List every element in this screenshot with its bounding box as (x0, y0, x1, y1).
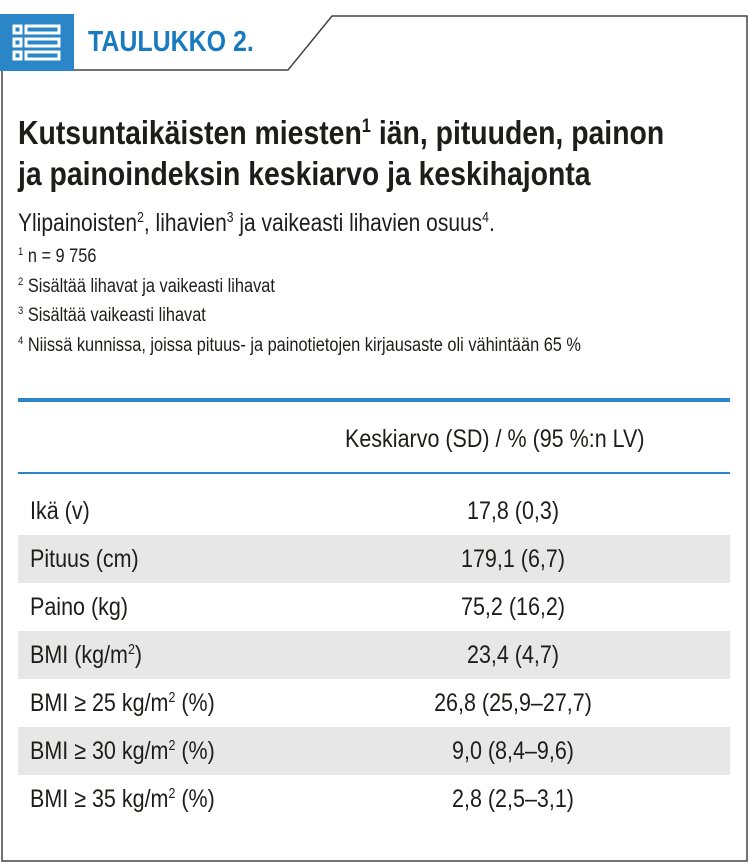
row-label: BMI ≥ 30 kg/m2 (%) (30, 737, 215, 765)
table-row: BMI ≥ 30 kg/m2 (%) 9,0 (8,4–9,6) (18, 727, 730, 775)
row-label: BMI (kg/m2) (30, 641, 143, 669)
row-label: BMI ≥ 35 kg/m2 (%) (30, 785, 215, 813)
table-row: Paino (kg) 75,2 (16,2) (18, 583, 730, 631)
footnote: 2 Sisältää lihavat ja vaikeasti lihavat (18, 275, 275, 297)
footnote: 1 n = 9 756 (18, 246, 97, 267)
row-value: 26,8 (25,9–27,7) (434, 689, 592, 717)
row-value: 2,8 (2,5–3,1) (452, 785, 574, 813)
table-row: BMI ≥ 35 kg/m2 (%) 2,8 (2,5–3,1) (18, 775, 730, 823)
row-label: Paino (kg) (30, 593, 128, 621)
table-row: BMI (kg/m2) 23,4 (4,7) (18, 631, 730, 679)
footnotes: 1 n = 9 756 2 Sisältää lihavat ja vaikea… (18, 242, 673, 360)
row-value: 9,0 (8,4–9,6) (452, 737, 574, 765)
table-subtitle: Ylipainoisten2, lihavien3 ja vaikeasti l… (18, 209, 495, 237)
table-row: Pituus (cm) 179,1 (6,7) (18, 535, 730, 583)
row-value: 75,2 (16,2) (461, 593, 565, 621)
header-rule (18, 472, 730, 474)
footnote: 3 Sisältää vaikeasti lihavat (18, 305, 206, 326)
table-row: BMI ≥ 25 kg/m2 (%) 26,8 (25,9–27,7) (18, 679, 730, 727)
table-tag: TAULUKKO 2. (88, 26, 254, 58)
column-header: Keskiarvo (SD) / % (95 %:n LV) (345, 425, 645, 453)
row-label: Ikä (v) (30, 497, 90, 525)
table-title: Kutsuntaikäisten miesten1 iän, pituuden,… (18, 112, 665, 194)
row-value: 17,8 (0,3) (466, 497, 560, 525)
row-value: 23,4 (4,7) (466, 641, 560, 669)
title-line-1: Kutsuntaikäisten miesten1 iän, pituuden,… (18, 114, 665, 151)
data-table: Ikä (v) 17,8 (0,3) Pituus (cm) 179,1 (6,… (18, 487, 730, 823)
title-line-2: ja painoindeksin keskiarvo ja keskihajon… (18, 155, 591, 192)
table-row: Ikä (v) 17,8 (0,3) (18, 487, 730, 535)
table-top-rule (18, 398, 730, 402)
table-list-icon (0, 14, 74, 71)
row-label: BMI ≥ 25 kg/m2 (%) (30, 689, 215, 717)
row-value: 179,1 (6,7) (461, 545, 565, 573)
footnote: 4 Niissä kunnissa, joissa pituus- ja pai… (18, 334, 581, 356)
row-label: Pituus (cm) (30, 545, 139, 573)
